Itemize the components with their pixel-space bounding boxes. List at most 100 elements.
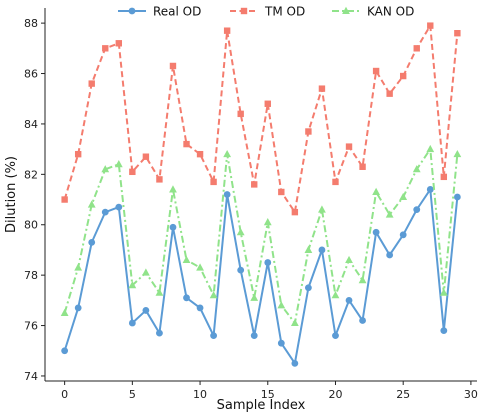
data-point-tm-od bbox=[454, 30, 461, 37]
y-axis-label: Dilution (%) bbox=[4, 156, 19, 233]
legend-swatch-marker bbox=[342, 6, 350, 14]
legend-item-real-od: Real OD bbox=[118, 5, 201, 19]
data-point-tm-od bbox=[399, 72, 407, 80]
data-point-tm-od bbox=[142, 153, 150, 160]
data-point-tm-od bbox=[318, 85, 326, 92]
data-point-tm-od bbox=[251, 181, 258, 188]
data-point-real-od bbox=[318, 246, 326, 254]
data-point-real-od bbox=[74, 304, 82, 312]
y-tick-label: 74 bbox=[24, 370, 38, 383]
legend-swatch-marker bbox=[128, 7, 136, 15]
series-line-kan-od bbox=[63, 148, 459, 325]
y-tick-label: 88 bbox=[24, 17, 38, 30]
data-point-real-od bbox=[169, 223, 177, 231]
data-point-real-od bbox=[426, 186, 434, 193]
data-point-kan-od bbox=[155, 288, 164, 296]
x-tick-label: 30 bbox=[464, 388, 478, 401]
data-point-tm-od bbox=[169, 62, 177, 70]
x-tick-label: 15 bbox=[261, 388, 275, 401]
data-point-real-od bbox=[250, 332, 258, 340]
x-tick-label: 0 bbox=[61, 388, 68, 401]
data-point-kan-od bbox=[372, 187, 381, 195]
data-point-real-od bbox=[237, 266, 245, 274]
data-point-real-od bbox=[264, 259, 272, 266]
data-point-tm-od bbox=[278, 188, 285, 196]
data-point-tm-od bbox=[196, 150, 204, 158]
data-point-real-od bbox=[223, 191, 231, 198]
data-point-kan-od bbox=[290, 318, 299, 327]
data-point-tm-od bbox=[427, 22, 434, 29]
data-point-real-od bbox=[61, 347, 69, 355]
legend-item-kan-od: KAN OD bbox=[332, 5, 414, 19]
y-tick-label: 86 bbox=[24, 68, 38, 81]
y-tick-label: 78 bbox=[24, 269, 38, 282]
data-point-real-od bbox=[88, 238, 96, 246]
data-point-kan-od bbox=[331, 291, 340, 299]
data-point-tm-od bbox=[332, 178, 339, 186]
data-point-tm-od bbox=[264, 100, 271, 107]
data-point-real-od bbox=[413, 206, 421, 214]
data-point-real-od bbox=[156, 329, 163, 337]
data-point-kan-od bbox=[114, 160, 123, 168]
data-point-kan-od bbox=[345, 255, 353, 264]
data-point-kan-od bbox=[196, 263, 204, 271]
data-point-kan-od bbox=[182, 255, 191, 264]
data-point-tm-od bbox=[223, 27, 231, 34]
data-point-tm-od bbox=[386, 90, 393, 97]
data-point-kan-od bbox=[223, 149, 232, 158]
data-point-real-od bbox=[372, 228, 380, 236]
data-point-kan-od bbox=[169, 185, 177, 193]
data-point-tm-od bbox=[210, 178, 217, 186]
data-point-tm-od bbox=[372, 67, 380, 75]
data-point-tm-od bbox=[102, 45, 109, 52]
legend-label: Real OD bbox=[153, 5, 201, 19]
data-point-kan-od bbox=[250, 293, 259, 301]
data-point-real-od bbox=[142, 307, 150, 314]
legend-item-tm-od: TM OD bbox=[230, 5, 305, 19]
x-ticks: 0 5 10 15 20 25 30 bbox=[61, 381, 478, 401]
data-point-real-od bbox=[359, 317, 366, 324]
data-point-tm-od bbox=[88, 80, 95, 87]
x-tick-label: 5 bbox=[129, 388, 136, 401]
data-point-real-od bbox=[386, 251, 394, 259]
data-point-real-od bbox=[304, 284, 312, 292]
y-tick-label: 84 bbox=[24, 118, 38, 131]
data-point-tm-od bbox=[413, 45, 420, 52]
data-point-kan-od bbox=[304, 245, 313, 253]
data-point-kan-od bbox=[358, 275, 367, 284]
data-point-real-od bbox=[345, 296, 353, 304]
data-point-tm-od bbox=[74, 150, 82, 158]
data-point-real-od bbox=[332, 332, 339, 340]
data-point-kan-od bbox=[263, 218, 272, 226]
data-point-real-od bbox=[128, 319, 136, 327]
data-point-kan-od bbox=[74, 263, 83, 271]
data-point-kan-od bbox=[453, 149, 462, 158]
x-tick-label: 25 bbox=[396, 388, 410, 401]
data-point-kan-od bbox=[385, 210, 394, 218]
data-point-kan-od bbox=[60, 308, 69, 316]
data-point-kan-od bbox=[439, 288, 448, 296]
legend-swatch-marker bbox=[240, 7, 248, 15]
data-point-tm-od bbox=[291, 208, 299, 216]
y-tick-label: 76 bbox=[24, 320, 38, 333]
data-point-real-od bbox=[183, 294, 190, 302]
y-tick-label: 80 bbox=[24, 219, 38, 232]
data-point-kan-od bbox=[209, 291, 218, 299]
data-point-real-od bbox=[210, 332, 218, 340]
data-point-kan-od bbox=[277, 301, 286, 309]
x-tick-label: 20 bbox=[328, 388, 342, 401]
series-line-tm-od bbox=[63, 24, 459, 214]
data-point-tm-od bbox=[237, 110, 244, 118]
data-point-kan-od bbox=[426, 144, 435, 153]
data-point-kan-od bbox=[87, 200, 96, 208]
legend-label: TM OD bbox=[264, 5, 305, 19]
y-tick-label: 82 bbox=[24, 168, 38, 181]
series-tm-od bbox=[61, 22, 461, 216]
data-point-real-od bbox=[115, 203, 123, 211]
data-point-kan-od bbox=[141, 268, 150, 276]
data-point-tm-od bbox=[115, 40, 123, 47]
y-ticks: 74 76 78 80 82 84 86 88 bbox=[24, 17, 45, 383]
series-kan-od bbox=[60, 144, 462, 327]
